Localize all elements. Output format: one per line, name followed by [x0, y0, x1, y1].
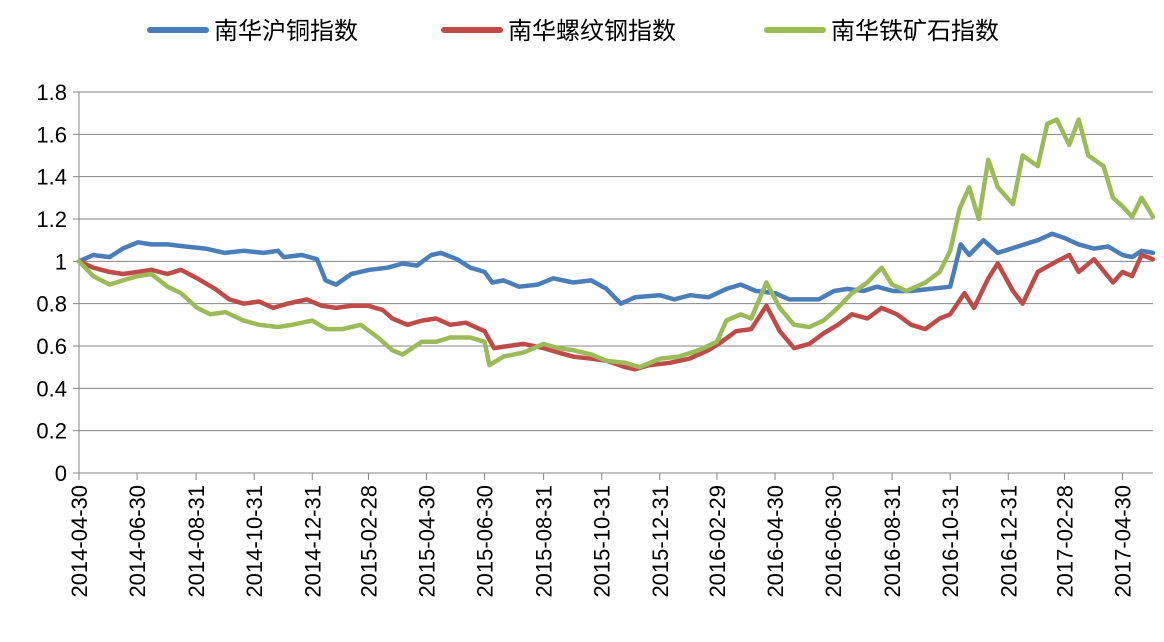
x-tick-label: 2015-08-31 — [532, 485, 557, 598]
x-tick-label: 2016-08-31 — [880, 485, 905, 598]
series-line-2 — [76, 252, 1156, 372]
y-tick-label: 1.6 — [36, 122, 67, 147]
y-tick-label: 1 — [55, 249, 67, 274]
y-tick-label: 0.2 — [36, 419, 67, 444]
y-tick-label: 1.4 — [36, 165, 67, 190]
x-tick-label: 2015-06-30 — [473, 485, 498, 598]
x-tick-label: 2016-10-31 — [938, 485, 963, 598]
x-tick-label: 2014-06-30 — [125, 485, 150, 598]
axes: 0 0.2 0.4 0.6 0.8 1 1.2 1.4 1.6 1.8 2014-04-30 2014… — [36, 80, 1153, 598]
legend-label-2: 南华螺纹钢指数 — [508, 17, 676, 45]
x-tick-label: 2017-04-30 — [1111, 485, 1136, 598]
x-tick-label: 2016-06-30 — [821, 485, 846, 598]
legend: 南华沪铜指数 南华螺纹钢指数 南华铁矿石指数 — [147, 17, 999, 45]
y-tick-label: 0.8 — [36, 292, 67, 317]
x-tick-label: 2014-10-31 — [242, 485, 267, 598]
series-lines — [76, 117, 1156, 372]
y-tick-label: 0.4 — [36, 376, 67, 401]
y-tick-label: 1.8 — [36, 80, 67, 105]
x-tick-label: 2016-02-29 — [705, 485, 730, 598]
series-line-3 — [76, 117, 1156, 370]
x-tick-label: 2015-04-30 — [415, 485, 440, 598]
x-tick-label: 2016-04-30 — [763, 485, 788, 598]
x-tick-label: 2014-04-30 — [67, 485, 92, 598]
y-tick-label: 0.6 — [36, 334, 67, 359]
y-tick-label: 1.2 — [36, 207, 67, 232]
x-tick-label: 2015-10-31 — [590, 485, 615, 598]
x-tick-label: 2014-12-31 — [300, 485, 325, 598]
x-tick-label: 2017-02-28 — [1052, 485, 1077, 598]
gridlines — [79, 91, 1153, 432]
x-tick-label: 2014-08-31 — [184, 485, 209, 598]
legend-label-1: 南华沪铜指数 — [214, 17, 358, 45]
series-line-1 — [76, 231, 1156, 306]
x-tick-label: 2015-12-31 — [648, 485, 673, 598]
x-tick-label: 2015-02-28 — [356, 485, 381, 598]
legend-label-3: 南华铁矿石指数 — [831, 17, 999, 45]
x-tick-label: 2016-12-31 — [996, 485, 1021, 598]
y-tick-label: 0 — [55, 461, 67, 486]
